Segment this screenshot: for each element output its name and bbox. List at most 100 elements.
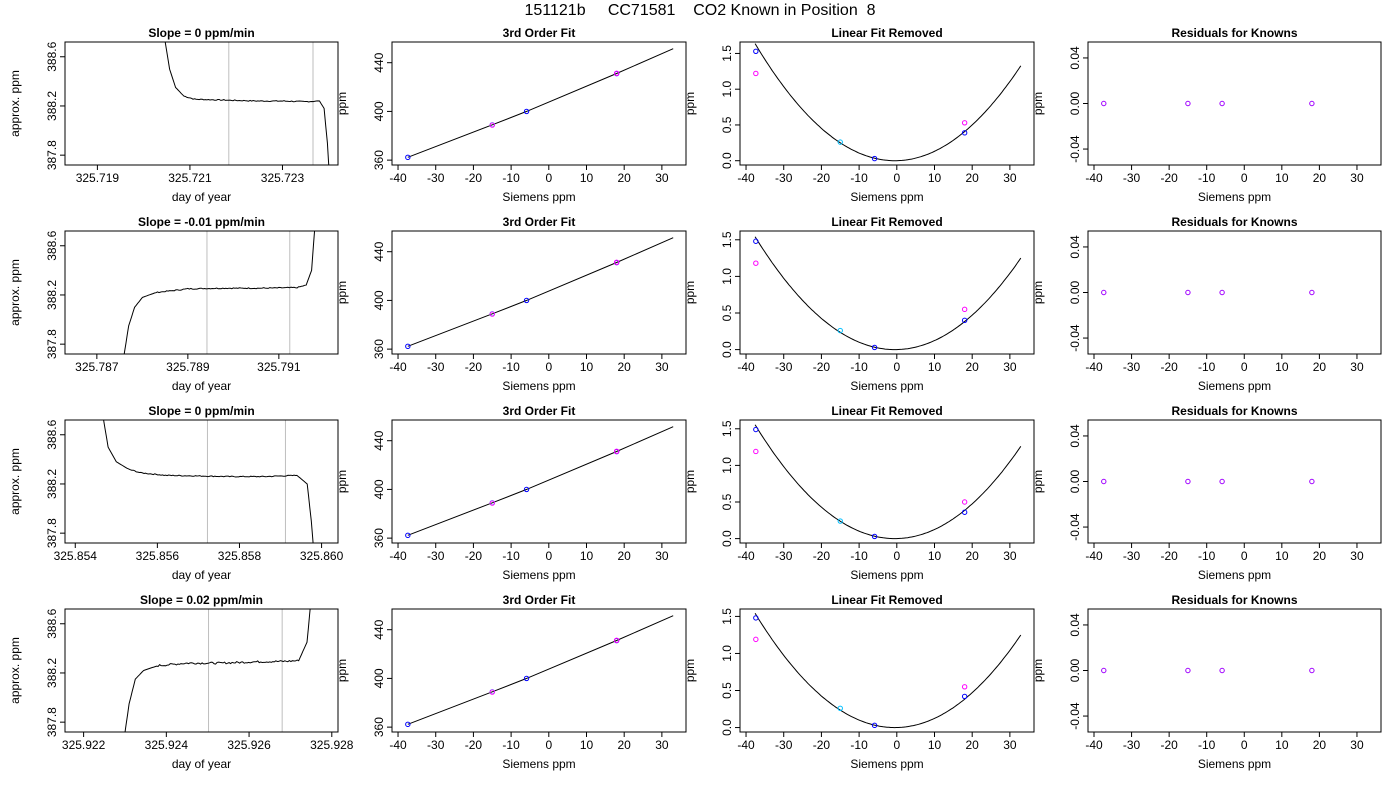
- plot-area: [405, 426, 674, 539]
- data-point: [523, 486, 530, 493]
- plot-frame: [739, 419, 1035, 544]
- chart-panel-r3-c2: -40 -30 -20 -10 0 10 20 30 360 400 440 3rd Order Fi…: [335, 404, 687, 582]
- x-axis-label: Siemens ppm: [502, 190, 575, 204]
- x-tick-label: 20: [966, 360, 980, 374]
- plot-frame: [64, 419, 339, 544]
- panel-title: Linear Fit Removed: [831, 26, 942, 40]
- x-axis: 325.719 325.721 325.723: [76, 165, 304, 185]
- x-tick-label: 0: [893, 738, 900, 752]
- x-tick-label: -10: [502, 738, 520, 752]
- x-axis: 325.787 325.789 325.791: [75, 354, 301, 374]
- y-tick-label: 1.5: [720, 231, 734, 248]
- x-tick-label: 10: [580, 738, 594, 752]
- plot-frame: [1087, 41, 1382, 166]
- x-tick-label: -30: [1123, 360, 1141, 374]
- x-tick-label: 10: [928, 360, 942, 374]
- fit-curve: [754, 43, 1022, 162]
- x-axis: -40 -30 -20 -10 0 10 20 30: [737, 732, 1017, 752]
- plot-frame: [391, 419, 687, 544]
- x-axis: -40 -30 -20 -10 0 10 20 30: [1085, 732, 1364, 752]
- series-line: [123, 231, 316, 354]
- x-tick-label: 20: [1313, 738, 1327, 752]
- x-tick-label: -10: [502, 171, 520, 185]
- x-tick-label: 0: [1241, 738, 1248, 752]
- y-axis-label: ppm: [335, 659, 349, 682]
- y-axis: 360 400 440: [372, 430, 392, 548]
- data-point: [523, 675, 530, 682]
- plot-area: [1101, 478, 1315, 485]
- data-point: [489, 311, 495, 317]
- y-tick-label: 0.04: [1068, 424, 1082, 448]
- x-tick-label: -20: [1160, 738, 1178, 752]
- y-tick-label: 0.00: [1068, 280, 1082, 304]
- x-tick-label: 325.856: [136, 549, 180, 563]
- y-tick-label: 0.00: [1068, 469, 1082, 493]
- panel-title: 3rd Order Fit: [503, 404, 576, 418]
- y-tick-label: 0.00: [1068, 91, 1082, 115]
- data-point: [523, 108, 530, 115]
- data-point: [1101, 289, 1107, 296]
- y-tick-label: 388.6: [45, 41, 59, 71]
- fit-line: [407, 615, 674, 725]
- y-tick-label: 1.5: [720, 608, 734, 625]
- panel-title: Linear Fit Removed: [831, 215, 942, 229]
- x-tick-label: -40: [1085, 549, 1103, 563]
- x-tick-label: 10: [928, 549, 942, 563]
- data-point: [961, 317, 968, 324]
- y-tick-label: 0.0: [720, 341, 734, 358]
- x-tick-label: 0: [1241, 360, 1248, 374]
- chart-panel-r3-c4: -40 -30 -20 -10 0 10 20 30 -0.04 0.00 0.04 Residual…: [1031, 404, 1382, 582]
- y-tick-label: 360: [372, 339, 386, 359]
- plot-frame: [391, 230, 687, 355]
- x-tick-label: -30: [427, 549, 445, 563]
- chart-panel-r4-c3: -40 -30 -20 -10 0 10 20 30 0.0 0.5 1.0 1.5 Linear Fi…: [683, 593, 1035, 771]
- x-axis-label: Siemens ppm: [850, 379, 923, 393]
- y-axis: 360 400 440: [372, 619, 392, 737]
- y-tick-label: -0.04: [1068, 513, 1082, 541]
- fit-line: [407, 237, 674, 347]
- y-axis-label: ppm: [335, 470, 349, 493]
- x-tick-label: 20: [618, 549, 632, 563]
- y-axis: 360 400 440: [372, 52, 392, 170]
- chart-panel-r3-c3: -40 -30 -20 -10 0 10 20 30 0.0 0.5 1.0 1.5 Linear Fi…: [683, 404, 1035, 582]
- y-tick-label: 0.5: [720, 682, 734, 699]
- x-tick-label: 20: [618, 171, 632, 185]
- y-tick-label: 440: [372, 52, 386, 72]
- y-axis-label: approx. ppm: [8, 448, 22, 515]
- plot-area: [1101, 100, 1315, 107]
- chart-panel-r2-c2: -40 -30 -20 -10 0 10 20 30 360 400 440 3rd Order Fi…: [335, 215, 687, 393]
- series-line: [124, 609, 311, 732]
- x-tick-label: -10: [1198, 360, 1216, 374]
- y-tick-label: 0.04: [1068, 46, 1082, 70]
- x-tick-label: -20: [813, 549, 831, 563]
- x-axis-label: Siemens ppm: [1198, 568, 1271, 582]
- panel-title: Residuals for Knowns: [1171, 26, 1297, 40]
- y-axis-label: ppm: [683, 470, 697, 493]
- data-point: [871, 533, 878, 540]
- x-tick-label: -40: [389, 738, 407, 752]
- data-point: [961, 684, 968, 690]
- x-tick-label: -10: [850, 171, 868, 185]
- x-axis: -40 -30 -20 -10 0 10 20 30: [389, 354, 669, 374]
- plot-area: [753, 613, 1022, 729]
- panel-title: 3rd Order Fit: [503, 593, 576, 607]
- data-point: [837, 327, 843, 334]
- y-axis: 0.0 0.5 1.0 1.5: [720, 45, 740, 169]
- plot-frame: [1087, 608, 1382, 733]
- y-axis: -0.04 0.00 0.04: [1068, 235, 1088, 352]
- x-tick-label: 30: [655, 549, 669, 563]
- y-axis-label: ppm: [1031, 281, 1045, 304]
- series-line: [103, 420, 314, 543]
- y-axis: 0.0 0.5 1.0 1.5: [720, 420, 740, 547]
- data-point: [1219, 667, 1225, 674]
- x-axis-label: Siemens ppm: [850, 190, 923, 204]
- data-point: [1101, 100, 1107, 107]
- data-point: [753, 426, 759, 433]
- x-tick-label: -20: [813, 738, 831, 752]
- y-tick-label: 400: [372, 290, 386, 310]
- x-tick-label: -30: [775, 549, 793, 563]
- fit-curve: [754, 236, 1022, 351]
- panel-title: Residuals for Knowns: [1171, 593, 1297, 607]
- data-point: [1185, 100, 1191, 107]
- y-tick-label: 388.6: [45, 230, 59, 260]
